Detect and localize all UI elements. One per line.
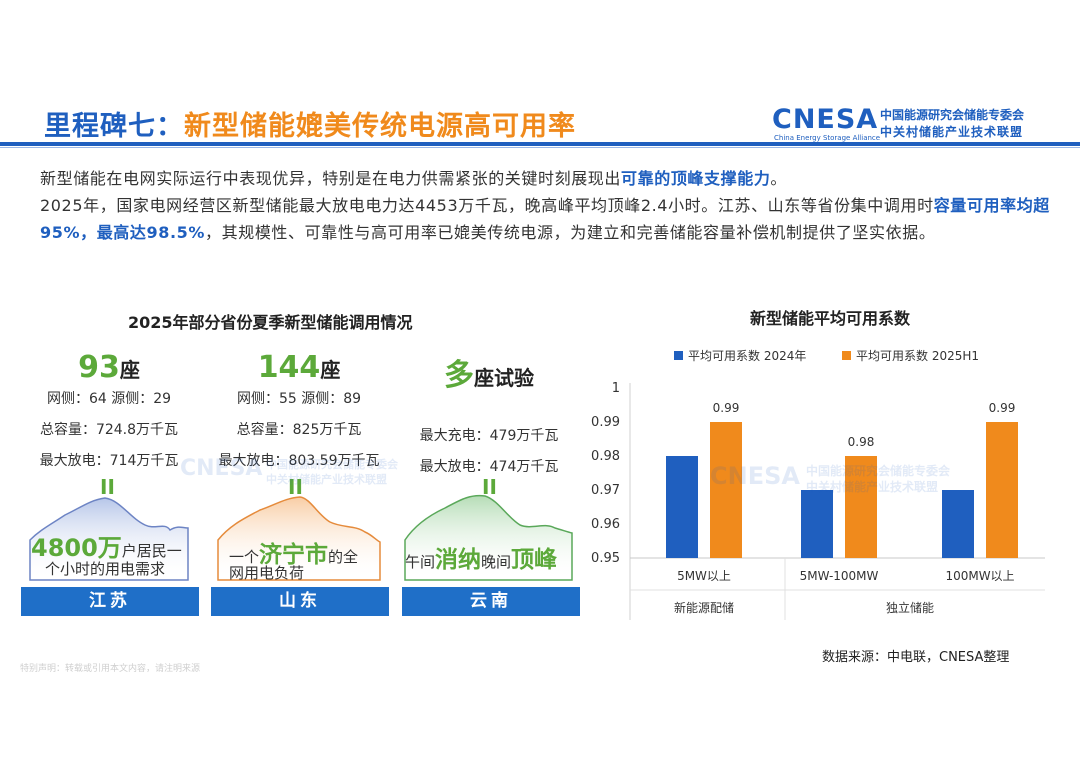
header-divider-thin bbox=[0, 147, 1080, 148]
bar-value-label: 0.99 bbox=[989, 401, 1016, 415]
y-tick-label: 0.99 bbox=[591, 415, 620, 430]
page-title: 里程碑七：新型储能媲美传统电源高可用率 bbox=[44, 104, 576, 143]
max-charge: 最大充电：479万千瓦 bbox=[419, 428, 559, 444]
intro-p1-b: 。 bbox=[770, 169, 788, 188]
logo-subtext: China Energy Storage Alliance bbox=[774, 134, 881, 142]
watermark-right-org2: 中关村储能产业技术联盟 bbox=[806, 480, 939, 494]
watermark-left-org1: 中国能源研究会储能专委会 bbox=[266, 458, 398, 471]
left-panel-title: 2025年部分省份夏季新型储能调用情况 bbox=[128, 313, 413, 332]
logo-text: CNESA bbox=[772, 104, 879, 135]
shandong-comparison-2: 网用电负荷 bbox=[229, 564, 305, 582]
chart-title: 新型储能平均可用系数 bbox=[750, 309, 911, 328]
max-discharge: 最大放电：474万千瓦 bbox=[419, 459, 559, 475]
province-yunnan: 多座试验 最大充电：479万千瓦 最大放电：474万千瓦 bbox=[399, 350, 579, 476]
province-jiangsu: 93座 网侧：64 源侧：29 总容量：724.8万千瓦 最大放电：714万千瓦 bbox=[19, 350, 199, 470]
y-tick-label: 0.98 bbox=[591, 449, 620, 464]
watermark-right: CNESA bbox=[710, 462, 800, 490]
jiangsu-comparison: 4800万户居民一 bbox=[31, 534, 182, 562]
province-shandong: 144座 网侧：55 源侧：89 总容量：825万千瓦 最大放电：803.59万… bbox=[209, 350, 389, 470]
intro-p1-a: 新型储能在电网实际运行中表现优异，特别是在电力供需紧张的关键时刻展现出 bbox=[40, 169, 622, 188]
province-label-shandong: 山东 bbox=[211, 587, 389, 616]
availability-chart: 新型储能平均可用系数 平均可用系数 2024年 平均可用系数 2025H1 0.95… bbox=[591, 309, 1045, 620]
header-divider bbox=[0, 142, 1080, 146]
station-count: 93座 bbox=[78, 350, 140, 385]
y-tick-label: 0.97 bbox=[591, 483, 620, 498]
jiangsu-curve bbox=[29, 497, 189, 581]
legend-label: 平均可用系数 2025H1 bbox=[856, 348, 979, 363]
bar bbox=[801, 490, 833, 558]
province-label-jiangsu: 江苏 bbox=[21, 587, 199, 616]
watermark-left: CNESA bbox=[180, 456, 263, 481]
logo-org-2: 中关村储能产业技术联盟 bbox=[880, 125, 1024, 139]
reprint-notice: 特别声明：转载或引用本文内容，请注明来源 bbox=[20, 664, 201, 674]
shandong-curve bbox=[217, 496, 381, 581]
data-source: 数据来源：中电联，CNESA整理 bbox=[822, 650, 1010, 665]
title-prefix: 里程碑七： bbox=[44, 111, 184, 142]
equals-icon: II bbox=[288, 475, 303, 499]
x-tick-label: 5MW以上 bbox=[677, 569, 731, 583]
bar bbox=[845, 456, 877, 558]
province-label-yunnan: 云南 bbox=[402, 587, 580, 616]
bar-value-label: 0.98 bbox=[848, 435, 875, 449]
intro-text: 新型储能在电网实际运行中表现优异，特别是在电力供需紧张的关键时刻展现出可靠的顶峰… bbox=[40, 165, 1050, 246]
y-tick-label: 0.96 bbox=[591, 517, 620, 532]
legend-swatch bbox=[842, 351, 851, 360]
bar bbox=[986, 422, 1018, 558]
legend-swatch bbox=[674, 351, 683, 360]
x-tick-label: 100MW以上 bbox=[945, 569, 1014, 583]
bar-value-label: 0.99 bbox=[713, 401, 740, 415]
group-label: 独立储能 bbox=[886, 600, 934, 615]
intro-p2-highlight: 容量可用率均超95%，最高达98.5% bbox=[40, 196, 1050, 242]
legend-label: 平均可用系数 2024年 bbox=[688, 348, 806, 363]
bar bbox=[666, 456, 698, 558]
yunnan-curve bbox=[404, 494, 573, 581]
watermark-right-org1: 中国能源研究会储能专委会 bbox=[806, 464, 951, 478]
max-discharge: 最大放电：714万千瓦 bbox=[39, 453, 179, 469]
load-curves bbox=[29, 494, 573, 581]
jiangsu-comparison-2: 个小时的用电需求 bbox=[45, 560, 166, 578]
intro-p2-b: ，其规模性、可靠性与高可用率已媲美传统电源，为建立和完善储能容量补偿机制提供了坚… bbox=[205, 223, 936, 242]
bar bbox=[710, 422, 742, 558]
logo-org-1: 中国能源研究会储能专委会 bbox=[880, 108, 1025, 122]
grid-source-split: 网侧：64 源侧：29 bbox=[46, 391, 172, 407]
yunnan-comparison: 午间消纳晚间顶峰 bbox=[405, 547, 558, 573]
x-tick-label: 5MW-100MW bbox=[800, 569, 879, 583]
total-capacity: 总容量：825万千瓦 bbox=[236, 422, 362, 438]
shandong-comparison: 一个济宁市的全 bbox=[229, 542, 359, 568]
intro-p2-a: 2025年，国家电网经营区新型储能最大放电电力达4453万千瓦，晚高峰平均顶峰2… bbox=[40, 196, 934, 215]
title-main: 新型储能媲美传统电源高可用率 bbox=[184, 111, 576, 142]
bar bbox=[942, 490, 974, 558]
station-count: 144座 bbox=[257, 350, 341, 385]
group-label: 新能源配储 bbox=[674, 600, 734, 615]
y-tick-label: 1 bbox=[612, 381, 620, 396]
equals-icon: II bbox=[100, 475, 115, 499]
y-tick-label: 0.95 bbox=[591, 551, 620, 566]
watermark-left-org2: 中关村储能产业技术联盟 bbox=[266, 473, 387, 486]
cnesa-logo: CNESA China Energy Storage Alliance 中国能源… bbox=[772, 104, 1072, 144]
total-capacity: 总容量：724.8万千瓦 bbox=[39, 422, 179, 438]
grid-source-split bbox=[399, 397, 579, 414]
intro-p1-highlight: 可靠的顶峰支撑能力 bbox=[621, 169, 771, 188]
station-count: 多座试验 bbox=[444, 358, 534, 393]
max-discharge: 最大放电：803.59万千瓦 bbox=[218, 453, 380, 469]
grid-source-split: 网侧：55 源侧：89 bbox=[236, 391, 362, 407]
equals-icon: II bbox=[482, 475, 497, 499]
